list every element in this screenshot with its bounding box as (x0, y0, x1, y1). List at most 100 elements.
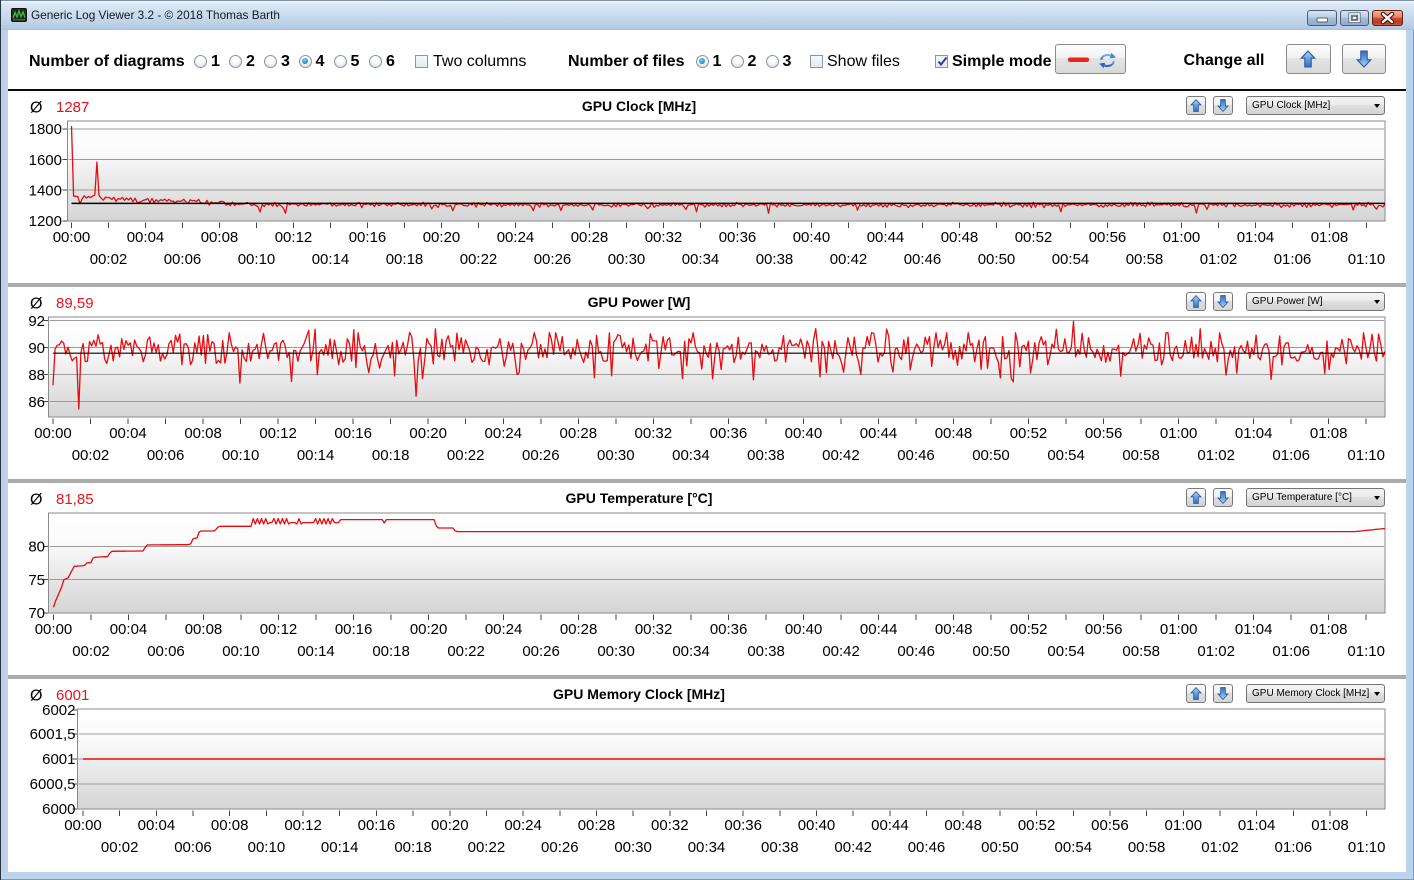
svg-text:00:52: 00:52 (1015, 229, 1053, 246)
svg-text:01:04: 01:04 (1235, 621, 1273, 638)
svg-text:00:00: 00:00 (53, 229, 91, 246)
svg-text:00:36: 00:36 (710, 425, 748, 442)
svg-text:00:44: 00:44 (871, 817, 909, 834)
svg-text:00:10: 00:10 (222, 447, 260, 464)
svg-text:00:18: 00:18 (372, 643, 410, 660)
svg-text:00:12: 00:12 (259, 425, 297, 442)
svg-text:00:56: 00:56 (1085, 425, 1123, 442)
svg-text:89,59: 89,59 (56, 295, 94, 312)
svg-text:00:34: 00:34 (688, 839, 726, 856)
svg-text:00:08: 00:08 (201, 229, 239, 246)
svg-text:00:28: 00:28 (560, 621, 598, 638)
svg-text:00:42: 00:42 (834, 839, 872, 856)
svg-text:00:14: 00:14 (321, 839, 359, 856)
svg-text:00:14: 00:14 (297, 643, 335, 660)
svg-text:01:06: 01:06 (1272, 447, 1310, 464)
svg-text:01:00: 01:00 (1163, 229, 1201, 246)
svg-text:00:54: 00:54 (1055, 839, 1093, 856)
svg-text:GPU Temperature [°C]: GPU Temperature [°C] (566, 490, 713, 506)
svg-text:00:22: 00:22 (447, 643, 485, 660)
svg-text:00:52: 00:52 (1018, 817, 1056, 834)
svg-text:00:44: 00:44 (860, 425, 898, 442)
svg-text:01:02: 01:02 (1197, 447, 1235, 464)
svg-text:00:28: 00:28 (578, 817, 616, 834)
svg-text:01:06: 01:06 (1275, 839, 1313, 856)
svg-text:00:32: 00:32 (651, 817, 689, 834)
svg-text:00:54: 00:54 (1052, 251, 1090, 268)
svg-text:01:02: 01:02 (1201, 839, 1239, 856)
svg-text:01:08: 01:08 (1310, 621, 1348, 638)
svg-text:00:12: 00:12 (284, 817, 322, 834)
svg-text:90: 90 (28, 340, 45, 357)
svg-text:00:46: 00:46 (908, 839, 946, 856)
svg-text:00:26: 00:26 (522, 643, 560, 660)
svg-text:00:04: 00:04 (110, 621, 148, 638)
svg-text:00:46: 00:46 (897, 643, 935, 660)
svg-text:00:44: 00:44 (867, 229, 905, 246)
svg-text:00:38: 00:38 (747, 447, 785, 464)
svg-text:00:46: 00:46 (904, 251, 942, 268)
svg-text:01:02: 01:02 (1200, 251, 1238, 268)
svg-text:00:26: 00:26 (541, 839, 579, 856)
svg-text:01:06: 01:06 (1274, 251, 1312, 268)
svg-text:00:40: 00:40 (785, 621, 823, 638)
svg-text:00:10: 00:10 (238, 251, 276, 268)
svg-text:01:10: 01:10 (1347, 447, 1385, 464)
svg-text:00:04: 00:04 (127, 229, 165, 246)
svg-text:00:06: 00:06 (147, 447, 185, 464)
svg-text:00:06: 00:06 (164, 251, 202, 268)
svg-text:00:38: 00:38 (747, 643, 785, 660)
svg-text:00:10: 00:10 (222, 643, 260, 660)
svg-text:01:04: 01:04 (1238, 817, 1276, 834)
svg-text:88: 88 (28, 367, 45, 384)
svg-text:00:18: 00:18 (394, 839, 432, 856)
svg-text:00:50: 00:50 (981, 839, 1019, 856)
svg-text:75: 75 (28, 572, 45, 589)
svg-text:00:08: 00:08 (211, 817, 249, 834)
svg-text:Ø: Ø (30, 296, 42, 313)
svg-text:00:42: 00:42 (822, 447, 860, 464)
svg-text:00:20: 00:20 (423, 229, 461, 246)
svg-text:1600: 1600 (29, 152, 62, 169)
svg-text:00:20: 00:20 (409, 425, 447, 442)
svg-text:00:20: 00:20 (431, 817, 469, 834)
svg-text:Ø: Ø (30, 100, 42, 117)
svg-text:00:34: 00:34 (672, 643, 710, 660)
svg-text:00:14: 00:14 (312, 251, 350, 268)
svg-text:6000: 6000 (42, 801, 75, 818)
svg-text:00:26: 00:26 (522, 447, 560, 464)
svg-text:00:44: 00:44 (860, 621, 898, 638)
svg-text:00:58: 00:58 (1122, 447, 1160, 464)
svg-text:86: 86 (28, 394, 45, 411)
svg-text:00:48: 00:48 (944, 817, 982, 834)
svg-text:00:58: 00:58 (1126, 251, 1164, 268)
svg-text:00:12: 00:12 (275, 229, 313, 246)
svg-text:00:18: 00:18 (372, 447, 410, 464)
svg-text:00:48: 00:48 (935, 621, 973, 638)
svg-text:00:24: 00:24 (504, 817, 542, 834)
svg-text:GPU Memory Clock [MHz]: GPU Memory Clock [MHz] (553, 686, 725, 702)
svg-text:00:16: 00:16 (358, 817, 396, 834)
svg-text:00:00: 00:00 (34, 425, 72, 442)
svg-text:00:46: 00:46 (897, 447, 935, 464)
svg-text:01:00: 01:00 (1165, 817, 1203, 834)
svg-text:00:50: 00:50 (972, 447, 1010, 464)
svg-text:01:10: 01:10 (1348, 839, 1386, 856)
svg-text:00:00: 00:00 (35, 621, 73, 638)
svg-text:00:58: 00:58 (1128, 839, 1166, 856)
svg-text:00:34: 00:34 (682, 251, 720, 268)
svg-text:00:40: 00:40 (793, 229, 831, 246)
svg-text:80: 80 (28, 539, 45, 556)
svg-text:00:58: 00:58 (1122, 643, 1160, 660)
svg-text:00:22: 00:22 (447, 447, 485, 464)
svg-text:01:00: 01:00 (1160, 621, 1198, 638)
svg-text:6002: 6002 (42, 702, 75, 719)
svg-text:00:16: 00:16 (349, 229, 387, 246)
svg-text:00:36: 00:36 (719, 229, 757, 246)
svg-text:00:40: 00:40 (785, 425, 823, 442)
svg-text:00:54: 00:54 (1047, 447, 1085, 464)
svg-text:00:02: 00:02 (101, 839, 139, 856)
svg-text:00:10: 00:10 (248, 839, 286, 856)
svg-text:00:02: 00:02 (72, 447, 110, 464)
svg-text:00:20: 00:20 (410, 621, 448, 638)
